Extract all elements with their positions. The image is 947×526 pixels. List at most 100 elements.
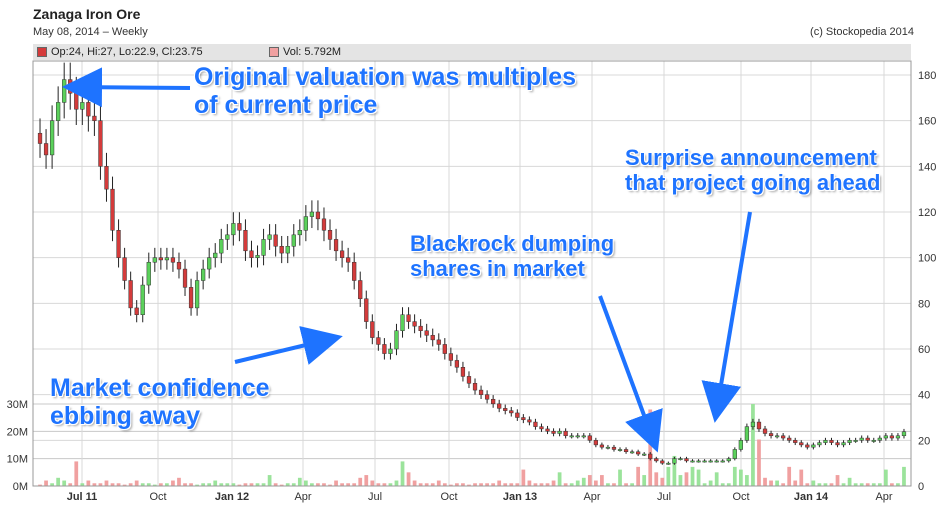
candle <box>388 342 393 360</box>
candle-body <box>823 440 828 443</box>
x-tick-label: Oct <box>149 491 166 503</box>
price-tick-label: 160 <box>918 116 936 128</box>
volume-bar <box>491 483 496 486</box>
x-tick-label: Apr <box>583 491 600 503</box>
candle <box>708 459 713 463</box>
candle <box>611 444 617 452</box>
candle-body <box>642 453 647 456</box>
volume-bar <box>104 480 109 486</box>
candle-body <box>617 449 623 451</box>
candle <box>835 440 840 448</box>
candle <box>696 459 701 463</box>
candle-body <box>418 325 423 331</box>
price-tick-label: 60 <box>918 344 930 356</box>
candle-body <box>273 234 278 247</box>
candle <box>889 433 895 441</box>
candle <box>787 435 792 443</box>
volume-bar <box>666 466 671 486</box>
volume-bar <box>467 484 471 486</box>
candle-body <box>515 412 520 418</box>
candle-body <box>188 287 194 309</box>
candle-body <box>744 426 750 441</box>
candle-body <box>605 446 611 449</box>
x-tick-label: Jan 14 <box>794 491 829 503</box>
volume-bar <box>128 483 133 486</box>
candle-body <box>303 216 308 231</box>
candle-body <box>660 460 665 464</box>
candle <box>648 452 653 461</box>
volume-bar <box>442 483 447 486</box>
candle-body <box>768 433 774 437</box>
candle-body <box>793 440 798 443</box>
candle <box>781 433 786 441</box>
candle-body <box>364 298 369 322</box>
candle <box>406 307 411 329</box>
candle <box>660 459 665 465</box>
candle <box>793 437 798 446</box>
volume-bar <box>316 483 320 486</box>
annotation-surprise: Surprise announcement that project going… <box>625 145 881 195</box>
candle-body <box>49 120 55 156</box>
volume-bar <box>436 480 441 486</box>
candle <box>756 418 762 432</box>
candle-body <box>478 389 484 395</box>
volume-bar <box>201 483 206 486</box>
candle <box>593 437 598 448</box>
candle-body <box>110 188 115 231</box>
volume-bar <box>243 483 248 486</box>
candle-body <box>225 234 230 240</box>
candle <box>249 240 254 268</box>
candle <box>666 461 671 465</box>
candle <box>128 271 133 316</box>
volume-bar <box>865 483 870 486</box>
volume-bar <box>672 455 677 486</box>
volume-bar <box>340 483 344 486</box>
volume-bar <box>92 483 97 486</box>
volume-bar <box>285 483 290 486</box>
chart-title: Zanaga Iron Ore <box>33 6 141 22</box>
candle <box>424 323 429 343</box>
volume-bar <box>255 483 260 486</box>
candle-body <box>104 166 109 190</box>
candle <box>56 86 61 136</box>
candle-body <box>442 344 447 354</box>
candle-body <box>194 280 200 309</box>
candle-body <box>237 223 242 231</box>
volume-bar <box>225 483 230 486</box>
candle <box>551 428 556 437</box>
candle-body <box>654 458 659 462</box>
candle-body <box>146 261 151 286</box>
volume-bar <box>648 409 653 486</box>
volume-bar <box>207 483 212 486</box>
volume-bar <box>310 483 314 486</box>
candle-body <box>346 257 351 263</box>
candle-body <box>581 435 586 438</box>
candle <box>418 319 423 338</box>
candle <box>394 323 399 356</box>
candle-body <box>623 449 629 453</box>
candle <box>509 406 514 417</box>
candle-body <box>213 252 218 258</box>
candle <box>581 433 586 439</box>
volume-bar <box>847 477 852 486</box>
volume-bar <box>297 477 302 486</box>
candle-body <box>43 143 49 156</box>
candle-body <box>430 335 435 341</box>
candle <box>811 442 816 450</box>
price-tick-label: 40 <box>918 390 930 402</box>
volume-bar <box>859 483 864 486</box>
candle-body <box>134 307 139 315</box>
volume-bar <box>799 469 804 486</box>
volume-bar <box>358 477 363 486</box>
candle-body <box>116 230 121 258</box>
candle-body <box>37 132 43 144</box>
volume-bar <box>684 472 689 486</box>
candle <box>491 395 496 408</box>
candle <box>847 437 852 446</box>
candle-body <box>376 337 381 345</box>
candle <box>382 338 387 360</box>
candle <box>333 228 339 261</box>
volume-bar <box>322 483 326 486</box>
candle <box>279 235 284 264</box>
volume-bar <box>720 483 725 486</box>
